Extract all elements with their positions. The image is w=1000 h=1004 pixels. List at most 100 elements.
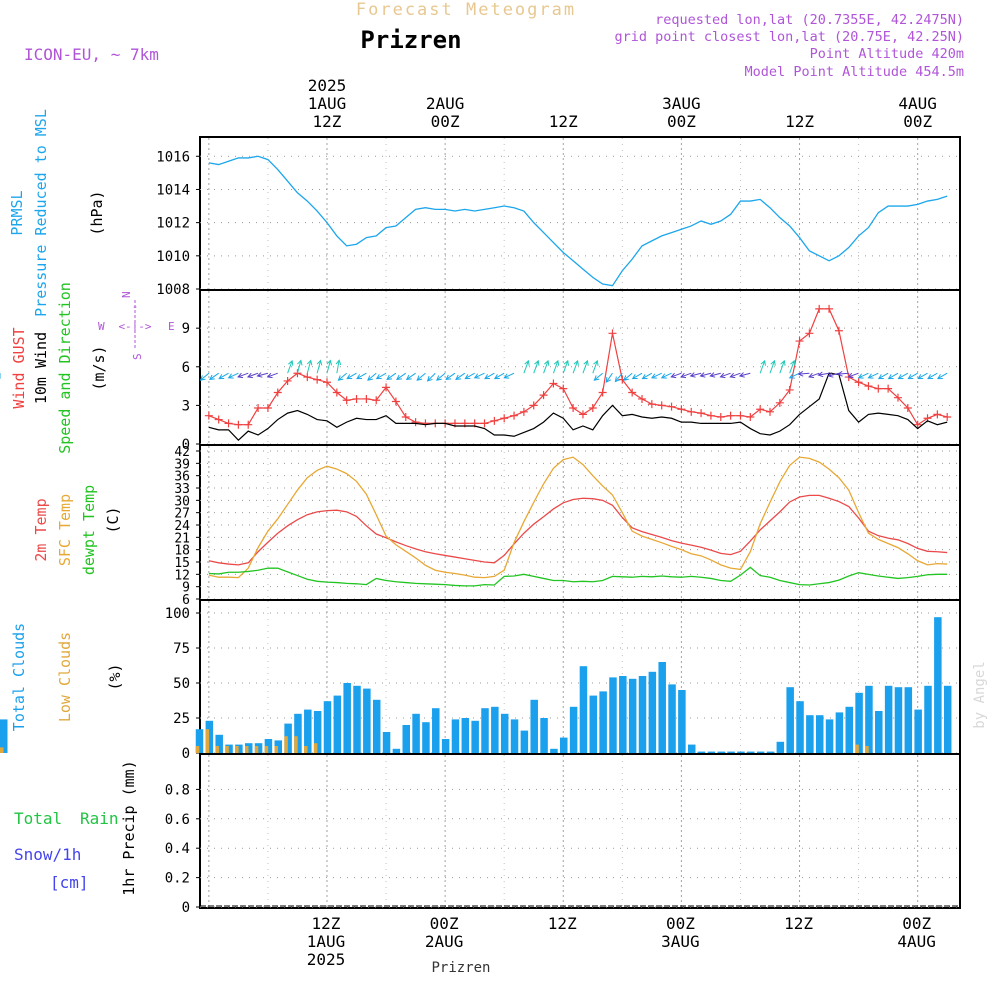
wind-arrow-head bbox=[907, 374, 914, 380]
wind-direction-arrow bbox=[227, 372, 239, 379]
wind-arrow-shaft bbox=[858, 372, 869, 379]
y-tick-label: 75 bbox=[173, 641, 190, 657]
wind-direction-arrow bbox=[416, 372, 426, 381]
wind-arrow-shaft bbox=[237, 372, 249, 378]
pressure-label-2: Pressure Reduced to MSL bbox=[32, 109, 50, 317]
wind-arrow-head bbox=[689, 372, 696, 378]
wind-direction-arrow bbox=[817, 371, 830, 378]
bottom-time-label: 3AUG bbox=[661, 932, 700, 951]
total-cloud-bar bbox=[244, 743, 253, 753]
wind-arrow-shaft bbox=[218, 372, 229, 380]
wind-arrow-shaft bbox=[798, 372, 810, 375]
wind-direction-arrow bbox=[582, 359, 589, 374]
gust-point bbox=[254, 403, 263, 412]
gust-point bbox=[578, 410, 587, 419]
total-cloud-bar bbox=[540, 718, 548, 753]
wind-arrow-head bbox=[847, 372, 854, 379]
gust-point bbox=[421, 419, 430, 428]
total-cloud-bar bbox=[835, 712, 844, 753]
wind-direction-label: Speed and Direction bbox=[56, 282, 74, 454]
total-cloud-bar bbox=[569, 706, 578, 753]
total-cloud-bar bbox=[471, 720, 479, 753]
gust-point bbox=[697, 409, 706, 418]
gust-point bbox=[480, 419, 489, 428]
wind-direction-arrow bbox=[709, 372, 721, 378]
wind-arrow-shaft bbox=[642, 372, 653, 380]
top-time-label: 00Z bbox=[667, 112, 696, 131]
wind-direction-arrow bbox=[827, 372, 840, 378]
wind-arrow-head bbox=[218, 374, 225, 380]
wind-direction-arrow bbox=[503, 372, 515, 379]
low-cloud-bar bbox=[195, 746, 200, 753]
wind-arrow-head bbox=[534, 359, 540, 366]
wind-arrow-head bbox=[266, 372, 273, 379]
bottom-time-label: 4AUG bbox=[897, 932, 936, 951]
gust-point bbox=[864, 382, 873, 391]
y-tick-label: 100 bbox=[165, 606, 190, 622]
gust-point bbox=[234, 420, 243, 429]
gust-point bbox=[608, 329, 617, 338]
gust-point bbox=[313, 375, 322, 384]
total-cloud-bar bbox=[668, 684, 676, 753]
gust-point bbox=[303, 373, 312, 382]
wind-arrow-shaft bbox=[209, 372, 219, 380]
gust-line bbox=[208, 308, 948, 426]
total-cloud-bar bbox=[461, 718, 470, 753]
total-cloud-bar bbox=[884, 685, 893, 753]
gust-point bbox=[569, 403, 578, 412]
total-cloud-bar bbox=[934, 617, 942, 753]
wind-arrow-shaft bbox=[296, 360, 302, 374]
y-tick-label: 12 bbox=[174, 568, 190, 583]
wind-arrow-shaft bbox=[455, 372, 466, 380]
wind-arrow-head bbox=[605, 377, 611, 383]
wind-direction-arrow bbox=[592, 359, 599, 374]
total-cloud-bar bbox=[747, 751, 755, 753]
gust-point bbox=[244, 420, 253, 429]
wind-arrow-head bbox=[484, 374, 491, 380]
wind-arrow-head bbox=[227, 373, 234, 379]
wind-arrow-head bbox=[553, 359, 560, 366]
wind-arrow-head bbox=[857, 373, 864, 379]
low-cloud-bar bbox=[313, 743, 318, 753]
total-cloud-bar bbox=[392, 748, 401, 753]
top-time-label: 2AUG bbox=[426, 94, 465, 113]
gust-point bbox=[756, 405, 765, 414]
total-cloud-bar bbox=[313, 711, 322, 753]
wind-direction-arrow bbox=[473, 372, 485, 379]
temp-unit: (C) bbox=[104, 506, 122, 533]
gust-point bbox=[706, 411, 715, 420]
bottom-time-label: 00Z bbox=[666, 914, 695, 933]
wind-direction-arrow bbox=[641, 372, 653, 380]
wind-direction-arrow bbox=[405, 372, 416, 381]
gust-point bbox=[775, 398, 784, 407]
wind-direction-arrow bbox=[484, 372, 495, 380]
gust-point bbox=[677, 405, 686, 414]
wind-arrow-shaft bbox=[338, 372, 348, 381]
wind-arrow-head bbox=[573, 359, 579, 366]
total-cloud-bar bbox=[658, 662, 666, 753]
top-time-label: 2025 bbox=[308, 76, 347, 95]
bottom-time-label: 2025 bbox=[307, 950, 346, 969]
wind-arrow-head bbox=[614, 376, 621, 383]
wind-direction-arrow bbox=[605, 372, 613, 383]
wind-arrow-shaft bbox=[661, 372, 672, 379]
wind-arrow-head bbox=[780, 359, 786, 366]
wind-direction-arrow bbox=[631, 372, 643, 380]
gust-point bbox=[766, 407, 774, 416]
gust-point bbox=[332, 388, 341, 397]
gust-point bbox=[687, 407, 696, 416]
wind-direction-arrow bbox=[857, 372, 869, 379]
wind-arrow-shaft bbox=[416, 372, 426, 381]
wind-arrow-shaft bbox=[671, 372, 682, 378]
total-cloud-bar bbox=[943, 685, 952, 753]
wind-arrow-head bbox=[199, 375, 206, 381]
compass-w: W bbox=[98, 320, 105, 333]
gust-point bbox=[785, 385, 794, 394]
wind-direction-arrow bbox=[670, 372, 682, 379]
requested-coordinates: requested lon,lat (20.7355E, 42.2475N) bbox=[655, 12, 964, 28]
wind-arrow-head bbox=[593, 375, 600, 381]
gust-point bbox=[657, 401, 666, 410]
wind-arrow-shaft bbox=[837, 372, 849, 375]
gust-point bbox=[628, 388, 637, 397]
